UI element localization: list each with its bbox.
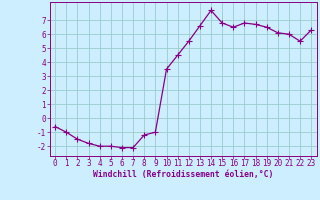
X-axis label: Windchill (Refroidissement éolien,°C): Windchill (Refroidissement éolien,°C) [93, 170, 273, 179]
